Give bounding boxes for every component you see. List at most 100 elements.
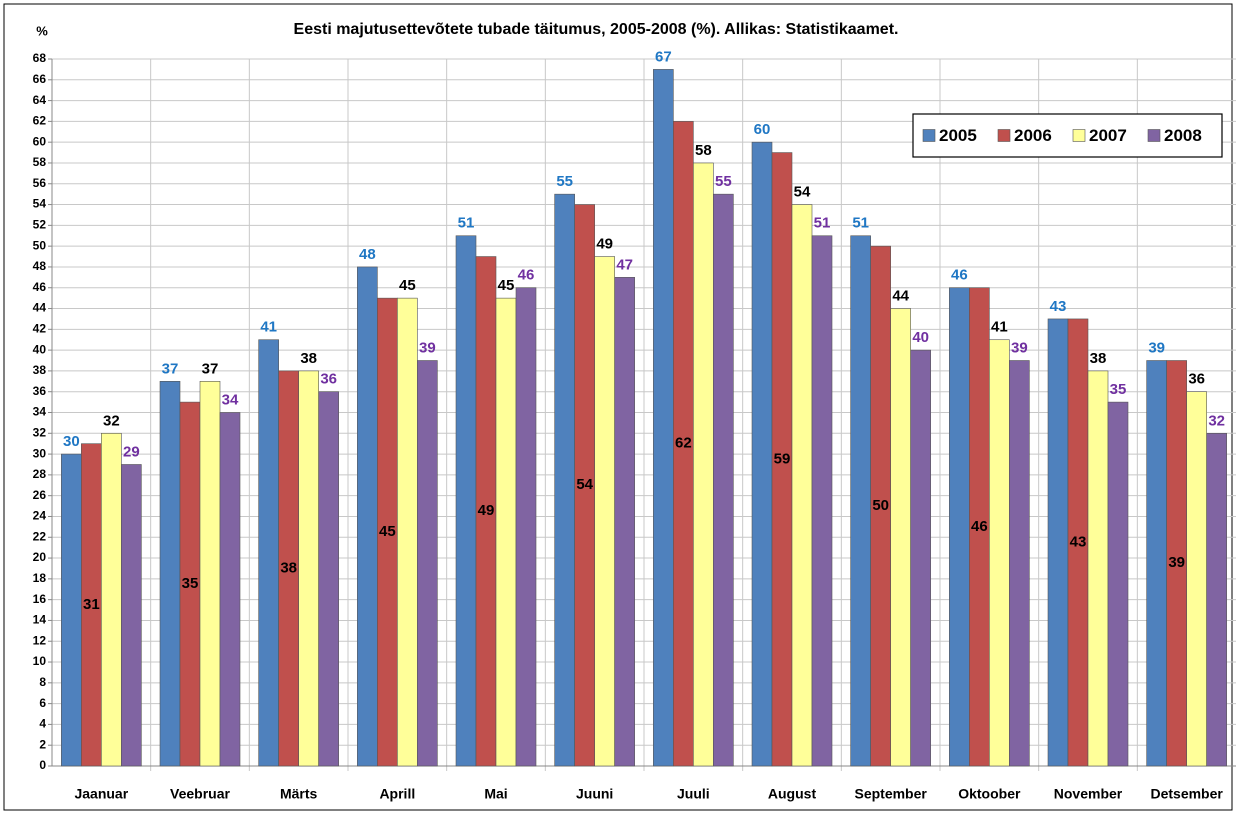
y-tick-label: 22 <box>33 529 47 543</box>
bar <box>791 204 813 767</box>
x-tick-label: Juuli <box>677 786 710 802</box>
y-tick-label: 44 <box>33 301 47 315</box>
bar <box>258 339 279 767</box>
data-label: 39 <box>1011 339 1028 356</box>
bar <box>495 297 517 767</box>
data-label: 38 <box>280 559 297 576</box>
data-label: 35 <box>1110 381 1127 398</box>
data-label: 32 <box>1208 412 1225 429</box>
x-tick-label: Oktoober <box>958 786 1021 802</box>
x-tick-label: Mai <box>484 786 507 802</box>
legend-swatch <box>1072 129 1086 142</box>
bar <box>910 349 931 767</box>
data-label: 54 <box>794 184 811 201</box>
data-label: 62 <box>675 435 692 452</box>
legend-swatch <box>1147 129 1161 142</box>
data-label: 37 <box>162 360 179 377</box>
bar <box>1206 432 1227 767</box>
data-label: 54 <box>576 476 593 493</box>
bar <box>1087 370 1109 767</box>
data-label: 51 <box>852 215 869 232</box>
data-label: 44 <box>892 287 909 304</box>
legend-box <box>912 113 1223 158</box>
data-label: 41 <box>260 319 277 336</box>
data-label: 45 <box>379 523 396 540</box>
legend-label: 2005 <box>939 126 977 145</box>
data-label: 32 <box>103 412 120 429</box>
data-label: 31 <box>83 596 100 613</box>
y-axis-label: % <box>36 23 48 38</box>
data-label: 43 <box>1050 298 1067 315</box>
data-label: 67 <box>655 48 672 65</box>
data-label: 39 <box>1148 339 1165 356</box>
bar <box>751 141 773 767</box>
bar <box>614 277 635 767</box>
y-tick-label: 20 <box>33 550 47 564</box>
x-tick-label: November <box>1054 786 1123 802</box>
bar <box>890 308 911 767</box>
bar <box>357 266 378 767</box>
bar <box>219 412 241 767</box>
data-label: 41 <box>991 319 1008 336</box>
data-label: 38 <box>1090 350 1107 367</box>
bar <box>318 391 339 767</box>
bar <box>199 381 221 767</box>
bar <box>554 193 575 767</box>
y-tick-label: 6 <box>39 696 46 710</box>
bar <box>298 370 319 767</box>
bar <box>1107 401 1129 767</box>
legend-swatch <box>922 129 936 142</box>
data-label: 46 <box>971 518 988 535</box>
y-tick-label: 62 <box>33 114 47 128</box>
legend-label: 2007 <box>1089 126 1127 145</box>
bar <box>121 464 142 767</box>
data-label: 34 <box>222 391 239 408</box>
y-tick-label: 10 <box>33 654 47 668</box>
data-label: 29 <box>123 443 140 460</box>
x-tick-label: Jaanuar <box>74 786 128 802</box>
y-tick-label: 42 <box>33 321 47 335</box>
y-tick-label: 46 <box>33 280 47 294</box>
y-tick-label: 2 <box>39 737 46 751</box>
bar <box>159 381 181 767</box>
data-label: 60 <box>754 121 771 138</box>
bar <box>594 256 615 767</box>
y-tick-label: 50 <box>33 238 47 252</box>
legend-label: 2006 <box>1014 126 1052 145</box>
y-tick-label: 38 <box>33 363 47 377</box>
data-label: 46 <box>518 267 535 284</box>
y-tick-label: 28 <box>33 467 47 481</box>
bar <box>850 235 871 767</box>
data-label: 50 <box>872 497 889 514</box>
data-label: 35 <box>182 575 199 592</box>
y-tick-label: 52 <box>33 218 47 232</box>
y-tick-label: 0 <box>39 758 46 772</box>
data-label: 48 <box>359 246 376 263</box>
y-tick-label: 66 <box>33 72 47 86</box>
x-tick-label: Märts <box>280 786 318 802</box>
data-label: 45 <box>498 277 515 294</box>
x-tick-label: Aprill <box>379 786 415 802</box>
bar <box>101 432 122 767</box>
data-label: 45 <box>399 277 416 294</box>
y-tick-label: 14 <box>33 613 47 627</box>
bar <box>397 297 418 767</box>
data-label: 36 <box>1188 371 1205 388</box>
bar <box>61 453 82 767</box>
y-tick-label: 18 <box>33 571 47 585</box>
y-tick-label: 64 <box>33 93 47 107</box>
bar <box>515 287 537 767</box>
data-label: 49 <box>478 502 495 519</box>
y-tick-label: 34 <box>33 405 47 419</box>
data-label: 39 <box>1168 554 1185 571</box>
bar <box>653 69 674 767</box>
legend-label: 2008 <box>1164 126 1202 145</box>
y-tick-label: 8 <box>39 675 46 689</box>
data-label: 55 <box>715 173 732 190</box>
bar <box>455 235 477 767</box>
bar <box>949 287 970 767</box>
y-tick-label: 56 <box>33 176 47 190</box>
y-tick-label: 40 <box>33 342 47 356</box>
data-label: 51 <box>458 215 475 232</box>
